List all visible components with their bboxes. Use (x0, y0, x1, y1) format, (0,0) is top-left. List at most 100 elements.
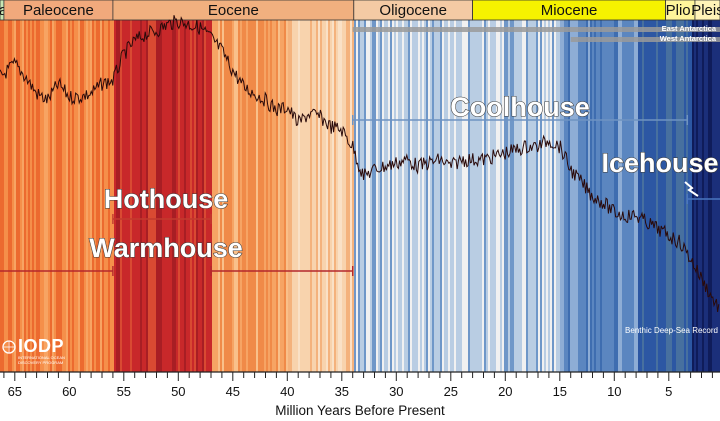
stripe (78, 20, 81, 372)
stripe (398, 20, 401, 372)
stripe (4, 20, 7, 372)
stripe (510, 20, 513, 372)
stripe (182, 20, 185, 372)
epoch-cell (694, 0, 720, 21)
stripe (68, 20, 71, 372)
stripe (406, 20, 409, 372)
stripe (18, 20, 21, 372)
stripe (658, 20, 661, 372)
stripe (360, 20, 363, 372)
stripe (402, 20, 405, 372)
stripe (650, 20, 653, 372)
stripe (630, 20, 633, 372)
stripe (126, 20, 129, 372)
stripe (364, 20, 367, 372)
stripe (88, 20, 91, 372)
stripe (636, 20, 639, 372)
ice-sheet-bar (352, 27, 720, 32)
stripe (474, 20, 477, 372)
stripe (394, 20, 397, 372)
x-tick-label: 35 (335, 384, 349, 399)
axis-area (0, 372, 720, 421)
stripe (492, 20, 495, 372)
stripe (432, 20, 435, 372)
stripe (354, 20, 357, 372)
stripe (414, 20, 417, 372)
stripe (584, 20, 587, 372)
stripe (56, 20, 59, 372)
stripe (54, 20, 57, 372)
stripe (520, 20, 523, 372)
stripe (124, 20, 127, 372)
climate-state-annotations: Hothouse Warmhouse Coolhouse Icehouse Benthi… (0, 91, 720, 335)
stripe (466, 20, 469, 372)
stripe (664, 20, 667, 372)
stripe (560, 20, 563, 372)
stripe (462, 20, 465, 372)
stripe (152, 20, 155, 372)
stripe (226, 20, 229, 372)
stripe (44, 20, 47, 372)
stripe (48, 20, 51, 372)
stripe (470, 20, 473, 372)
stripe (276, 20, 279, 372)
climate-state-label: Hothouse (104, 184, 229, 214)
stripe (408, 20, 411, 372)
stripe (46, 20, 49, 372)
stripe (366, 20, 369, 372)
stripe (716, 20, 719, 372)
x-axis: 65605550454035302520151050 (0, 371, 720, 421)
stripe (158, 20, 161, 372)
stripe (300, 20, 303, 372)
epoch-band: Pal.PaleoceneEoceneOligoceneMiocenePlio.… (0, 0, 720, 21)
stripe (134, 20, 137, 372)
stripe (502, 20, 505, 372)
stripe (230, 20, 233, 372)
stripe (644, 20, 647, 372)
stripe (598, 20, 601, 372)
x-tick-label: 25 (444, 384, 458, 399)
stripe (138, 20, 141, 372)
stripe (142, 20, 145, 372)
stripe (204, 20, 207, 372)
stripe (358, 20, 361, 372)
stripe (666, 20, 669, 372)
x-tick-label: 10 (607, 384, 621, 399)
stripe (220, 20, 223, 372)
stripe (362, 20, 365, 372)
stripe (522, 20, 525, 372)
ice-sheet-label: West Antarctica (660, 34, 717, 43)
iodp-logo: IODP INTERNATIONAL OCEAN DISCOVERY PROGR… (2, 336, 68, 370)
stripe (698, 20, 701, 372)
stripe (614, 20, 617, 372)
stripe (678, 20, 681, 372)
stripe (708, 20, 711, 372)
stripe (92, 20, 95, 372)
stripe (198, 20, 201, 372)
stripe (480, 20, 483, 372)
stripe (0, 20, 3, 372)
stripe (458, 20, 461, 372)
stripe (318, 20, 321, 372)
stripe (384, 20, 387, 372)
stripe (238, 20, 241, 372)
stripe (224, 20, 227, 372)
stripe (38, 20, 41, 372)
stripe (674, 20, 677, 372)
x-tick-label: 65 (8, 384, 22, 399)
stripe (342, 20, 345, 372)
stripe (192, 20, 195, 372)
stripe (174, 20, 177, 372)
stripe (12, 20, 15, 372)
stripe (96, 20, 99, 372)
stripe (208, 20, 211, 372)
stripe (162, 20, 165, 372)
stripe (58, 20, 61, 372)
stripe (380, 20, 383, 372)
stripe (148, 20, 151, 372)
stripe (336, 20, 339, 372)
stripe (622, 20, 625, 372)
stripe (8, 20, 11, 372)
logo-name: IODP (18, 336, 65, 356)
stripe (610, 20, 613, 372)
